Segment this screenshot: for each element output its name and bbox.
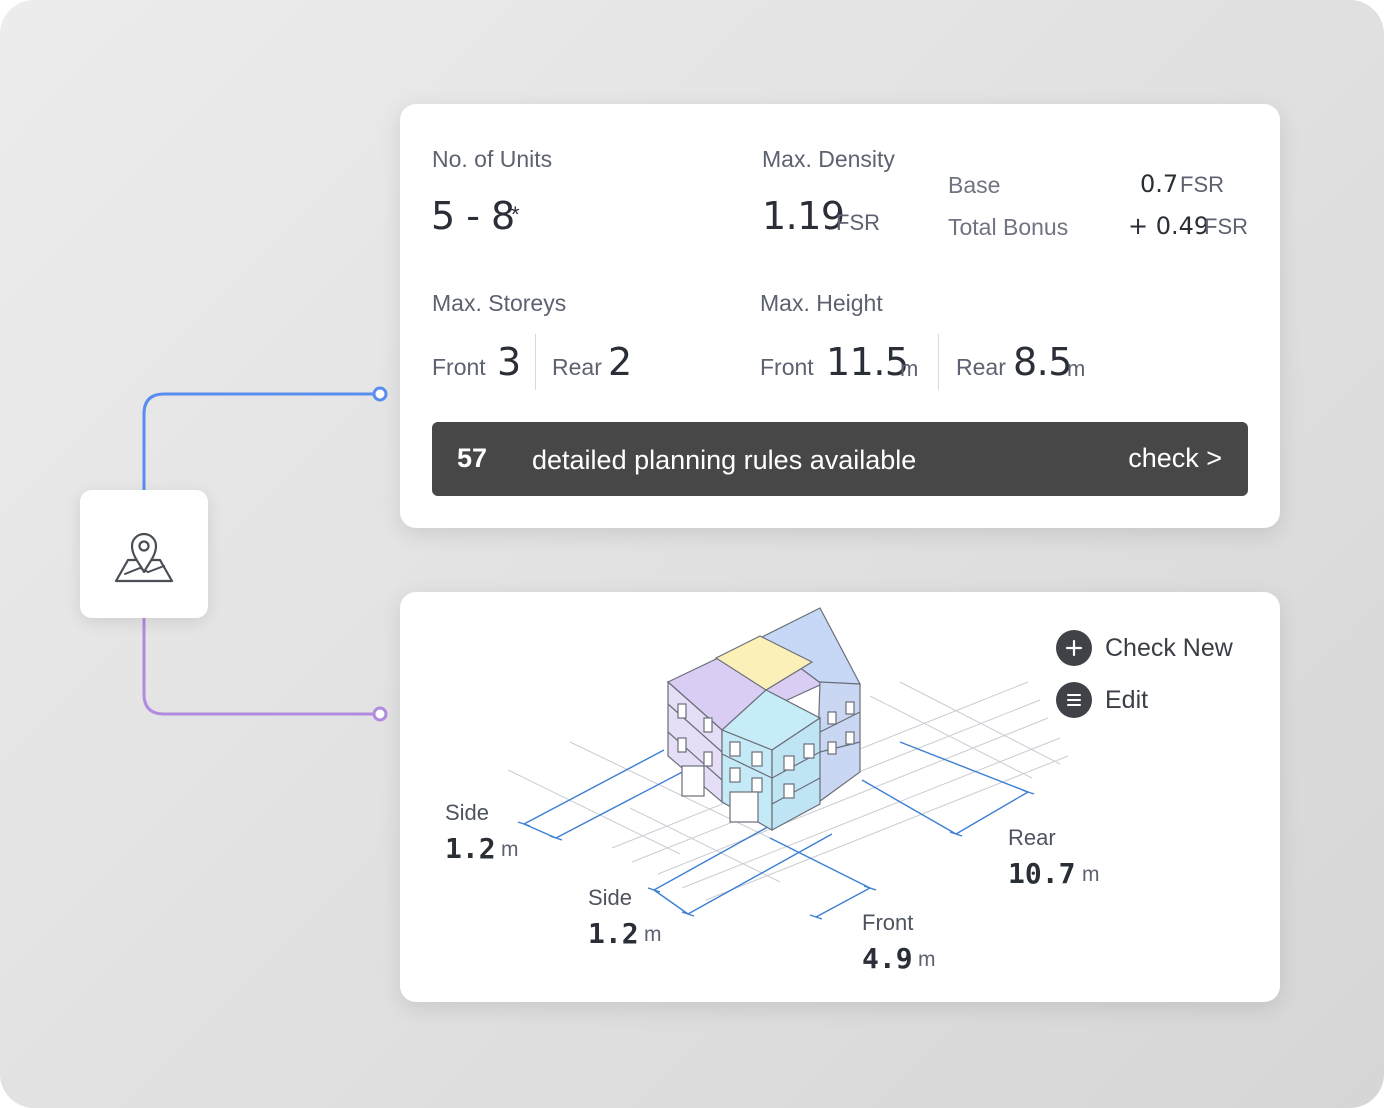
height-front-label: Front (760, 354, 814, 380)
units-label: No. of Units (432, 146, 553, 172)
edit-button[interactable]: Edit (1056, 682, 1148, 718)
connector-bottom-dot (372, 706, 388, 722)
density-base-label: Base (948, 172, 1001, 198)
storeys-front-label: Front (432, 354, 486, 380)
density-bonus-unit: FSR (1204, 214, 1248, 239)
density-base-value: 0.7 (1140, 170, 1179, 198)
map-pin-icon (114, 532, 174, 583)
front-label: Front (862, 910, 914, 935)
height-rear-value: 8.5 (1013, 340, 1072, 384)
rear-label: Rear (1008, 825, 1056, 850)
connector-top-dot (372, 386, 388, 402)
density-bonus-label: Total Bonus (948, 214, 1069, 240)
height-divider (938, 334, 939, 390)
side-left-unit: m (501, 838, 519, 861)
density-label: Max. Density (762, 146, 895, 172)
side-front-value: 1.2 (588, 917, 639, 950)
plus-icon (1056, 630, 1092, 666)
density-unit: FSR (836, 210, 880, 235)
front-unit: m (918, 948, 936, 971)
height-label: Max. Height (760, 290, 883, 316)
storeys-front-value: 3 (497, 340, 521, 384)
building-model-card: Check New Edit Side 1.2 m Side 1.2 m Fro… (400, 592, 1280, 1002)
height-front-value: 11.5 (826, 340, 909, 384)
height-front-unit: m (900, 356, 919, 381)
side-left-label: Side (445, 800, 490, 825)
density-value: 1.19 (762, 194, 845, 238)
connector-top-line (142, 392, 374, 490)
storeys-rear-value: 2 (608, 340, 632, 384)
height-rear-label: Rear (956, 354, 1006, 380)
rear-value: 10.7 (1008, 857, 1076, 890)
side-front-label: Side (588, 885, 633, 910)
menu-lines-icon (1056, 682, 1092, 718)
rear-unit: m (1082, 863, 1100, 886)
planning-stats-card: No. of Units 5 - 8 * Max. Density 1.19 F… (400, 104, 1280, 528)
storeys-rear-label: Rear (552, 354, 602, 380)
building-isometric-illustration (507, 607, 1069, 920)
height-rear-unit: m (1067, 356, 1086, 381)
density-bonus-value: + 0.49 (1128, 212, 1210, 240)
rules-text: detailed planning rules available (532, 445, 917, 475)
storeys-divider (535, 334, 536, 390)
building-massing (666, 607, 861, 832)
units-note: * (511, 202, 520, 227)
rules-check-link[interactable]: check > (1128, 443, 1222, 473)
connector-bottom-line (142, 618, 374, 716)
rules-count: 57 (457, 443, 488, 473)
front-value: 4.9 (862, 942, 913, 975)
check-new-label: Check New (1105, 633, 1233, 662)
check-new-button[interactable]: Check New (1056, 630, 1233, 666)
side-left-value: 1.2 (445, 832, 496, 865)
density-base-unit: FSR (1180, 172, 1224, 197)
storeys-label: Max. Storeys (432, 290, 567, 316)
location-tile[interactable] (80, 490, 208, 618)
units-value: 5 - 8 (431, 194, 515, 238)
planning-rules-bar[interactable]: 57 detailed planning rules available che… (432, 422, 1248, 496)
side-front-unit: m (644, 923, 662, 946)
edit-label: Edit (1105, 685, 1149, 714)
